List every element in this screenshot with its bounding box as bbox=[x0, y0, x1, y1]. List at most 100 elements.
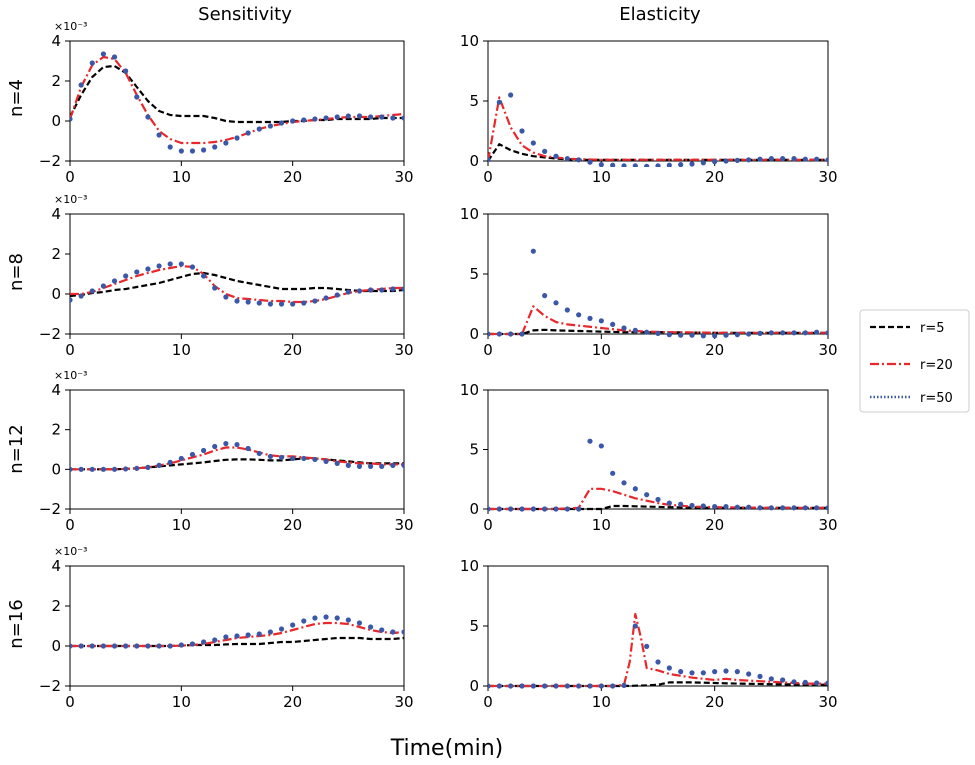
series-r5-line bbox=[488, 143, 828, 162]
series-r50-point bbox=[278, 454, 285, 461]
series-r50-point bbox=[223, 634, 229, 640]
series-r50-point bbox=[390, 462, 396, 468]
y-tick-label: 0 bbox=[469, 500, 479, 518]
series-r50-point bbox=[802, 679, 808, 686]
x-tick-label: 10 bbox=[172, 516, 191, 534]
series-r50-point bbox=[576, 683, 582, 689]
x-axis-label: Time(min) bbox=[390, 736, 504, 761]
row-label-n8: n=8 bbox=[6, 253, 27, 291]
series-r50-point bbox=[496, 99, 502, 105]
series-r50-point bbox=[757, 330, 763, 336]
x-tick-label: 30 bbox=[394, 516, 413, 534]
series-r50-point bbox=[201, 147, 207, 153]
series-r50-point bbox=[768, 330, 774, 336]
series-r50-point bbox=[234, 633, 240, 639]
series-r50-point bbox=[111, 466, 118, 472]
axes-frame bbox=[69, 389, 405, 510]
series-r50-point bbox=[212, 443, 218, 450]
x-tick-label: 20 bbox=[705, 516, 724, 534]
series-r50-point bbox=[290, 455, 296, 462]
series-r50-point bbox=[290, 622, 296, 628]
series-r20-line bbox=[488, 305, 828, 336]
series-r50-point bbox=[825, 505, 828, 511]
panel-elasticity-n16: 0 10 20 30 0 5 10 bbox=[460, 557, 838, 711]
x-tick-label: 20 bbox=[283, 341, 302, 359]
series-r50-point bbox=[542, 293, 548, 299]
series-r50-point bbox=[723, 668, 729, 674]
series-r50-point bbox=[278, 626, 285, 632]
series-r50-point bbox=[278, 301, 285, 307]
series-r50-point bbox=[201, 447, 207, 454]
series-r50-point bbox=[189, 451, 196, 458]
series-r50-point bbox=[768, 156, 774, 162]
series-r50-point bbox=[678, 332, 684, 338]
x-tick-label: 0 bbox=[65, 168, 75, 186]
series-r50-point bbox=[780, 330, 786, 336]
series-r50-point bbox=[666, 332, 672, 338]
y-tick-label: −2 bbox=[39, 500, 61, 518]
y-tick-label: 5 bbox=[469, 92, 479, 110]
series-r50-point bbox=[553, 300, 559, 306]
y-tick-label: 0 bbox=[51, 460, 61, 478]
series-r50-point bbox=[644, 163, 650, 167]
series-r50-point bbox=[123, 643, 129, 649]
series-r50-point bbox=[621, 682, 627, 689]
series-r50-point bbox=[746, 331, 752, 337]
series-r50-point bbox=[576, 312, 582, 318]
y-tick-label: 5 bbox=[469, 265, 479, 283]
y-tick-label: 10 bbox=[460, 32, 479, 50]
series-r50-point bbox=[167, 643, 173, 649]
series-r50-point bbox=[564, 156, 570, 162]
series-r50-point bbox=[610, 321, 616, 327]
series-r50-point bbox=[201, 273, 207, 279]
x-tick-label: 0 bbox=[483, 168, 493, 186]
series-r50-point bbox=[70, 116, 73, 122]
series-r50-point bbox=[723, 158, 729, 164]
axes-frame bbox=[487, 565, 829, 687]
series-r50-point bbox=[802, 156, 808, 162]
series-r50-point bbox=[267, 453, 273, 460]
series-r50-point bbox=[598, 443, 604, 449]
series-r50-point bbox=[201, 639, 207, 645]
series-r50-point bbox=[123, 273, 129, 279]
series-r50-point bbox=[290, 301, 296, 307]
series-r50-point bbox=[496, 683, 502, 689]
series-r50-point bbox=[666, 162, 672, 167]
series-r50-point bbox=[145, 114, 151, 120]
x-tick-label: 30 bbox=[818, 693, 837, 711]
axes-frame bbox=[69, 213, 405, 335]
panel-elasticity-n12: 0 10 20 30 0 5 10 bbox=[460, 381, 838, 534]
series-r50-point bbox=[301, 300, 307, 306]
series-r50-point bbox=[700, 160, 706, 166]
series-r50-point bbox=[89, 643, 95, 649]
series-r50-point bbox=[564, 506, 570, 512]
plot-area bbox=[70, 51, 404, 154]
series-r50-point bbox=[223, 140, 229, 146]
series-r50-point bbox=[78, 82, 84, 88]
series-r50-point bbox=[245, 130, 251, 136]
x-tick-label: 30 bbox=[818, 168, 837, 186]
scale-exponent-label: ×10⁻³ bbox=[54, 20, 87, 33]
x-tick-label: 10 bbox=[592, 693, 611, 711]
series-r50-point bbox=[689, 670, 695, 676]
series-r50-point bbox=[223, 440, 229, 447]
series-r50-point bbox=[379, 463, 385, 469]
series-r50-point bbox=[111, 54, 118, 60]
series-r50-point bbox=[134, 465, 140, 471]
series-r50-point bbox=[553, 506, 559, 512]
series-r50-point bbox=[825, 330, 828, 336]
series-r50-point bbox=[379, 114, 385, 120]
series-r50-point bbox=[368, 287, 374, 293]
series-r50-point bbox=[356, 463, 363, 469]
series-r50-point bbox=[598, 683, 604, 689]
series-r50-point bbox=[757, 505, 763, 511]
series-r50-point bbox=[553, 683, 559, 689]
series-r50-point bbox=[312, 298, 318, 304]
y-tick-label: 0 bbox=[469, 325, 479, 343]
series-r50-point bbox=[530, 140, 536, 146]
series-r50-point bbox=[700, 333, 706, 339]
x-tick-label: 0 bbox=[483, 341, 493, 359]
x-tick-label: 10 bbox=[172, 693, 191, 711]
